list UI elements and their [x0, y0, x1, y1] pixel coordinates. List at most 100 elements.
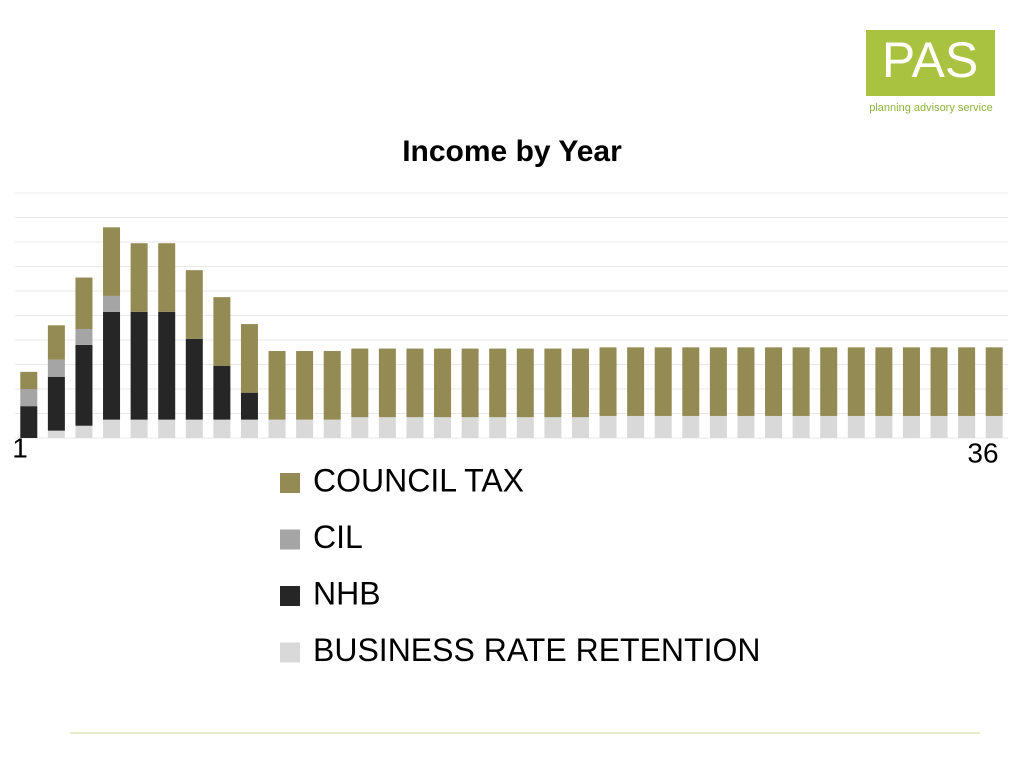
- bar-segment: [737, 415, 755, 438]
- chart-title: Income by Year: [402, 135, 622, 168]
- x-tick-label: 1: [12, 432, 28, 463]
- bar-segment: [20, 389, 38, 407]
- bar-segment: [434, 417, 452, 438]
- bar-segment: [875, 415, 893, 438]
- x-tick-label: 36: [967, 437, 998, 468]
- bar-segment: [654, 415, 672, 438]
- bar-segment: [434, 348, 452, 418]
- legend-swatch: [280, 529, 300, 550]
- bar-segment: [406, 348, 424, 418]
- bar-segment: [902, 415, 920, 438]
- bar-segment: [75, 328, 93, 345]
- bar-segment: [240, 419, 258, 438]
- bar-segment: [185, 338, 203, 420]
- bar-segment: [130, 243, 148, 312]
- bar-segment: [792, 347, 810, 416]
- legend-label: BUSINESS RATE RETENTION: [313, 632, 760, 668]
- bar-segment: [709, 347, 727, 416]
- bar-segment: [268, 419, 286, 438]
- bar-segment: [847, 415, 865, 438]
- bar-segment: [75, 425, 93, 438]
- bar-segment: [737, 347, 755, 416]
- bar-segment: [323, 419, 341, 438]
- bar-segment: [20, 371, 38, 389]
- bar-segment: [820, 347, 838, 416]
- bar-segment: [351, 348, 369, 418]
- bar-segment: [351, 417, 369, 438]
- bar-segment: [709, 415, 727, 438]
- bar-segment: [213, 297, 231, 366]
- bar-segment: [516, 417, 534, 438]
- bar-segment: [103, 295, 121, 312]
- bar-segment: [130, 311, 148, 420]
- bar-segment: [296, 351, 314, 420]
- bar-segment: [103, 311, 121, 420]
- bar-segment: [47, 359, 65, 377]
- bar-segment: [958, 415, 976, 438]
- bar-segment: [378, 417, 396, 438]
- bar-segment: [489, 417, 507, 438]
- bar-segment: [185, 419, 203, 438]
- bar-segment: [544, 417, 562, 438]
- bar-segment: [75, 344, 93, 426]
- bar-segment: [682, 347, 700, 416]
- bar-segment: [544, 348, 562, 418]
- bar-segment: [599, 415, 617, 438]
- bar-segment: [682, 415, 700, 438]
- legend-label: NHB: [313, 575, 381, 611]
- logo-tagline: planning advisory service: [869, 102, 993, 114]
- bar-segment: [75, 277, 93, 329]
- bar-segment: [765, 415, 783, 438]
- bar-segment: [268, 351, 286, 420]
- bar-segment: [875, 347, 893, 416]
- legend-swatch: [280, 473, 300, 493]
- bar-segment: [103, 419, 121, 438]
- bar-segment: [627, 347, 645, 416]
- bar-segment: [765, 347, 783, 416]
- legend-label: COUNCIL TAX: [313, 462, 524, 498]
- bar-segment: [792, 415, 810, 438]
- bar-segment: [296, 419, 314, 438]
- bar-segment: [847, 347, 865, 416]
- bar-segment: [461, 417, 479, 438]
- bar-segment: [930, 415, 948, 438]
- legend-swatch: [280, 642, 300, 663]
- bar-segment: [627, 415, 645, 438]
- bar-segment: [571, 417, 589, 438]
- bar-segment: [47, 376, 65, 431]
- bar-segment: [406, 417, 424, 438]
- bar-segment: [20, 406, 38, 438]
- bar-segment: [378, 348, 396, 418]
- bar-segment: [930, 347, 948, 416]
- bar-segment: [985, 347, 1003, 416]
- bar-segment: [240, 392, 258, 420]
- bar-segment: [489, 348, 507, 418]
- bar-segment: [985, 415, 1003, 438]
- bar-segment: [571, 348, 589, 418]
- bar-segment: [461, 348, 479, 418]
- bar-segment: [958, 347, 976, 416]
- bar-segment: [902, 347, 920, 416]
- bar-segment: [323, 351, 341, 420]
- bar-segment: [47, 430, 65, 438]
- logo-box: [866, 30, 995, 96]
- bar-segment: [599, 347, 617, 416]
- bar-segment: [158, 243, 176, 312]
- bar-segment: [185, 270, 203, 339]
- legend-swatch: [280, 586, 300, 606]
- bar-segment: [654, 347, 672, 416]
- logo-mark: PAS: [882, 32, 978, 88]
- bar-segment: [158, 419, 176, 438]
- bar-segment: [213, 365, 231, 420]
- bar-segment: [213, 419, 231, 438]
- bar-segment: [516, 348, 534, 418]
- legend-label: CIL: [313, 519, 363, 555]
- bar-segment: [47, 325, 65, 360]
- bar-segment: [103, 227, 121, 296]
- bar-segment: [158, 311, 176, 420]
- bar-segment: [240, 324, 258, 393]
- bar-segment: [820, 415, 838, 438]
- bar-segment: [130, 419, 148, 438]
